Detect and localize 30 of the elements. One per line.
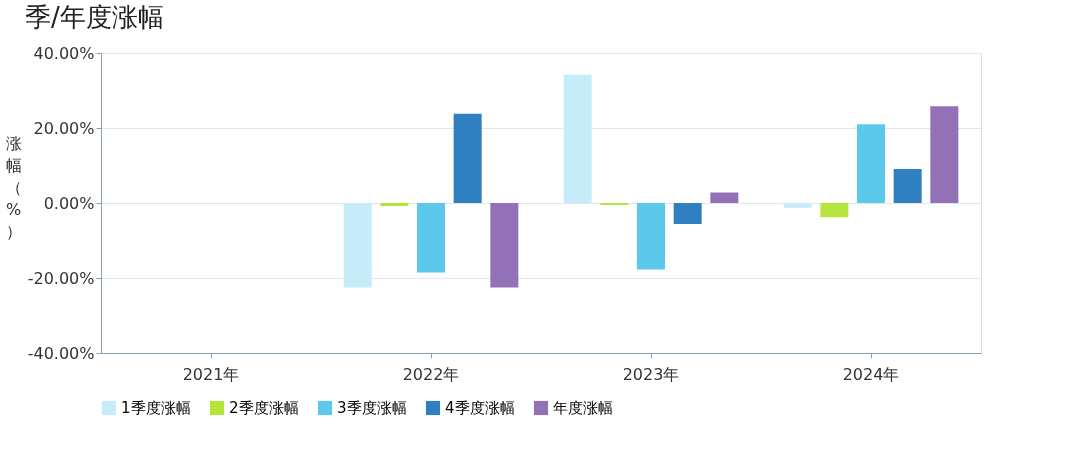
bar <box>637 203 665 270</box>
bar <box>820 203 849 218</box>
y-tick-label: 0.00% <box>43 193 95 213</box>
bar <box>380 203 409 206</box>
bar <box>453 113 482 203</box>
y-tick-label: 40.00% <box>33 43 95 63</box>
legend-label: 1季度涨幅 <box>121 399 191 417</box>
bar <box>343 203 372 288</box>
y-tick-label: -40.00% <box>27 343 95 363</box>
x-tick-label: 2021年 <box>182 364 240 384</box>
bar <box>490 203 519 288</box>
legend-label: 2季度涨幅 <box>229 399 299 417</box>
y-tick-label: 20.00% <box>33 118 95 138</box>
bar <box>673 203 702 224</box>
x-tick-label: 2024年 <box>842 364 900 384</box>
legend-label: 4季度涨幅 <box>445 399 515 417</box>
x-tick-label: 2023年 <box>622 364 680 384</box>
y-tick-label: -20.00% <box>27 268 95 288</box>
bar <box>857 124 885 203</box>
bar <box>930 106 959 203</box>
legend-label: 年度涨幅 <box>553 399 613 417</box>
legend-label: 3季度涨幅 <box>337 399 407 417</box>
bar <box>710 192 739 203</box>
bar <box>783 203 812 208</box>
bar <box>893 168 922 203</box>
y-axis-title: 涨幅（%） <box>5 133 22 241</box>
chart-title: 季/年度涨幅 <box>25 2 164 32</box>
bar <box>417 203 445 273</box>
bar <box>563 74 592 203</box>
x-tick-label: 2022年 <box>402 364 460 384</box>
